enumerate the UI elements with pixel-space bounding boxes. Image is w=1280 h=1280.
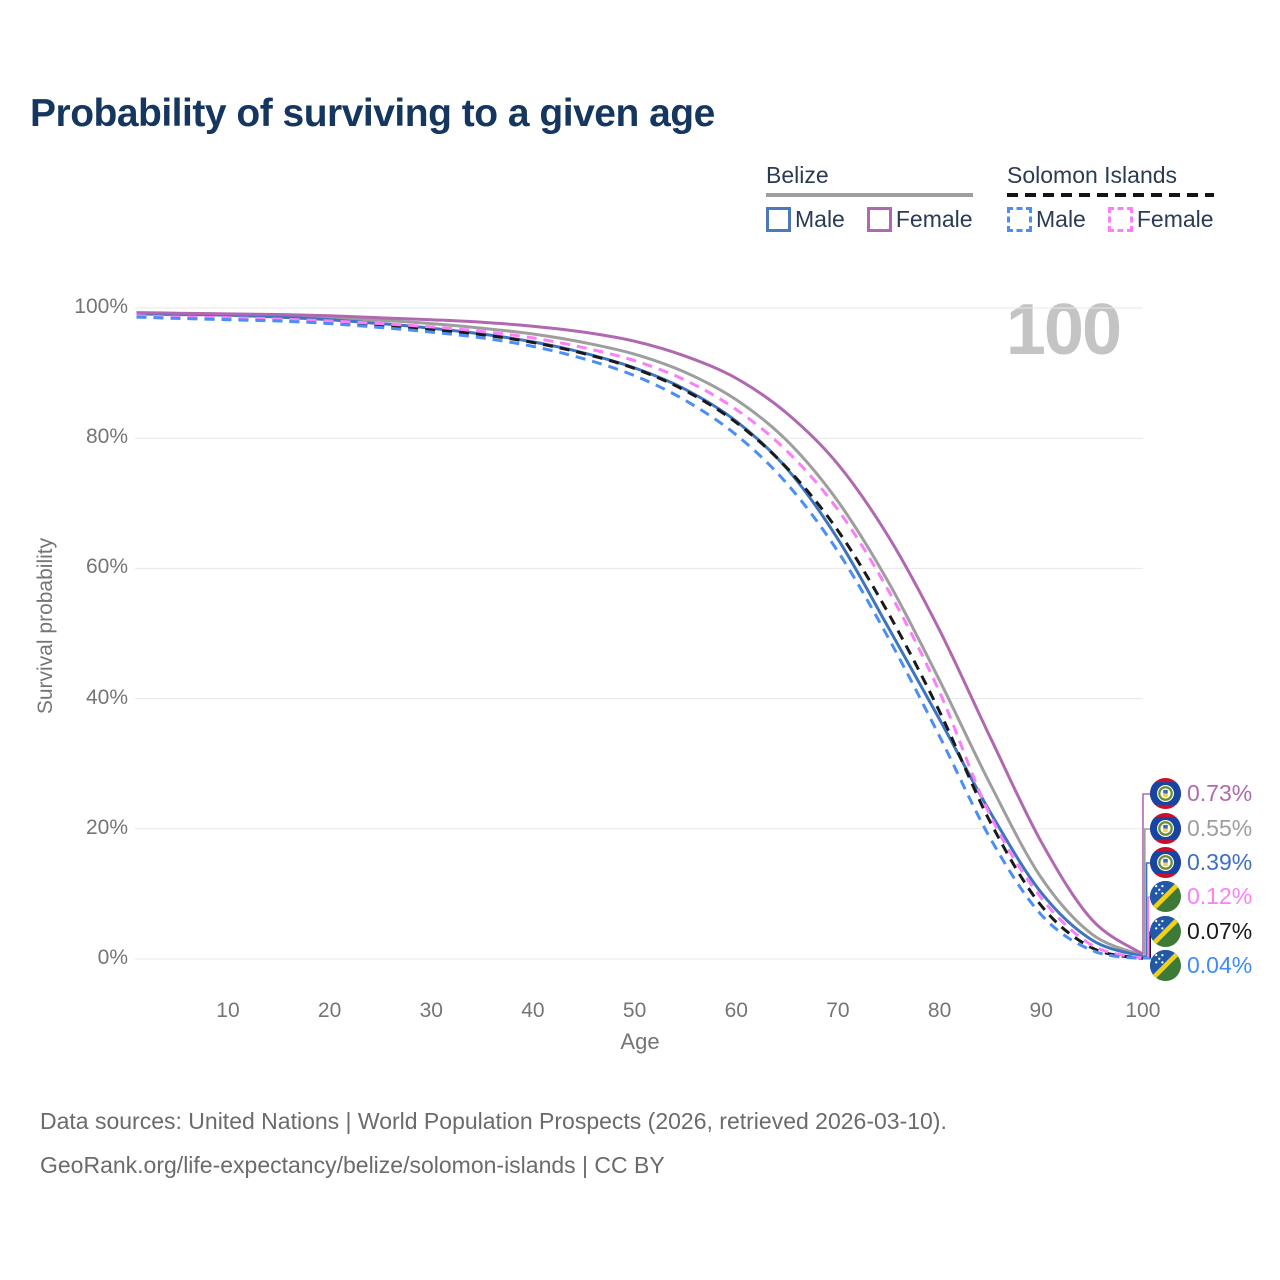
solomon-islands-flag-icon	[1150, 916, 1181, 947]
belize-flag-icon	[1150, 778, 1181, 809]
legend-checkbox-belize-male[interactable]	[766, 207, 791, 232]
y-tick-40%: 40%	[85, 685, 128, 709]
legend-label-solomon-male[interactable]: Male	[1036, 206, 1086, 232]
end-label-belize-male: 0.39%	[1150, 847, 1252, 878]
x-tick-80: 80	[927, 999, 952, 1022]
y-tick-0%: 0%	[97, 946, 128, 969]
end-label-value: 0.04%	[1187, 952, 1253, 978]
end-label-value: 0.07%	[1187, 918, 1253, 944]
legend-title-belize: Belize	[766, 162, 829, 188]
legend-group-solomon-islands: Solomon Islands Male Female	[1007, 162, 1214, 233]
x-tick-50: 50	[622, 999, 647, 1022]
curve-belize-male	[136, 312, 1144, 958]
end-label-solomon-male: 0.04%	[1150, 950, 1252, 981]
legend-underline-belize-solid	[766, 193, 973, 197]
end-label-belize-total: 0.55%	[1150, 813, 1252, 844]
x-tick-60: 60	[724, 999, 748, 1022]
data-sources-footer: Data sources: United Nations | World Pop…	[40, 1108, 947, 1196]
y-tick-80%: 80%	[85, 425, 128, 449]
end-label-value: 0.39%	[1187, 849, 1253, 875]
x-tick-100: 100	[1125, 999, 1161, 1022]
end-label-value: 0.73%	[1187, 780, 1253, 806]
y-tick-100%: 100%	[74, 295, 128, 318]
y-tick-20%: 20%	[85, 815, 128, 839]
x-tick-70: 70	[826, 999, 850, 1022]
age-counter-watermark: 100	[1005, 290, 1122, 370]
end-label-solomon-total: 0.07%	[1150, 916, 1252, 947]
footer-line-1: Data sources: United Nations | World Pop…	[40, 1108, 947, 1134]
legend-underline-solomon-dashed	[1007, 193, 1214, 197]
x-tick-40: 40	[521, 999, 545, 1022]
solomon-islands-flag-icon	[1150, 950, 1181, 981]
legend-label-belize-male[interactable]: Male	[795, 206, 845, 232]
legend-group-belize: Belize Male Female	[766, 162, 973, 233]
x-axis-title: Age	[620, 1029, 660, 1054]
x-tick-30: 30	[419, 999, 443, 1022]
legend-label-belize-female[interactable]: Female	[895, 206, 973, 232]
end-label-connector-belize-male	[1143, 862, 1151, 958]
y-axis-title: Survival probability	[34, 537, 57, 715]
curve-belize-female	[136, 311, 1144, 956]
curve-solomon-islands-total	[136, 315, 1144, 960]
end-label-belize-female: 0.73%	[1150, 778, 1252, 809]
belize-flag-icon	[1150, 813, 1181, 844]
solomon-islands-flag-icon	[1150, 881, 1181, 912]
curve-belize-total	[136, 311, 1144, 957]
curve-solomon-islands-female	[136, 314, 1144, 960]
legend-checkbox-belize-female[interactable]	[866, 207, 892, 232]
legend-checkbox-solomon-female[interactable]	[1107, 207, 1133, 232]
belize-flag-icon	[1150, 847, 1181, 878]
x-tick-10: 10	[216, 999, 240, 1022]
footer-line-2: GeoRank.org/life-expectancy/belize/solom…	[40, 1152, 665, 1178]
end-label-solomon-female: 0.12%	[1150, 881, 1252, 912]
page-title: Probability of surviving to a given age	[30, 92, 715, 135]
x-tick-90: 90	[1029, 999, 1053, 1022]
legend-title-solomon-islands: Solomon Islands	[1007, 162, 1178, 188]
end-label-value: 0.55%	[1187, 815, 1253, 841]
legend-checkbox-solomon-male[interactable]	[1007, 207, 1032, 232]
curve-solomon-islands-male	[136, 315, 1144, 961]
end-label-connector-belize-total	[1143, 828, 1151, 957]
legend-label-solomon-female[interactable]: Female	[1136, 206, 1214, 232]
end-label-connector-belize-female	[1142, 793, 1151, 955]
y-tick-60%: 60%	[85, 555, 128, 579]
x-tick-20: 20	[317, 999, 342, 1022]
end-label-value: 0.12%	[1187, 883, 1253, 909]
